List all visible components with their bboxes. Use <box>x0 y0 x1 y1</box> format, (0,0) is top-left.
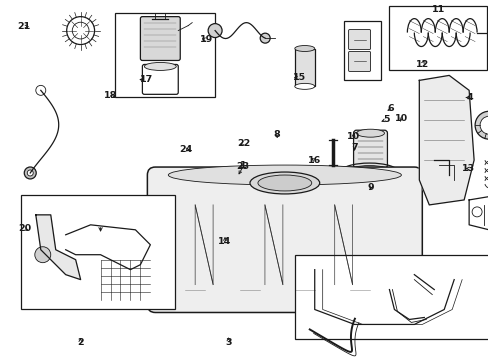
Text: 10: 10 <box>346 132 360 141</box>
Ellipse shape <box>294 45 314 51</box>
Ellipse shape <box>474 111 488 139</box>
Circle shape <box>208 24 222 37</box>
Bar <box>115 13 215 97</box>
Ellipse shape <box>258 175 311 191</box>
Text: 8: 8 <box>273 130 280 139</box>
Text: 14: 14 <box>218 237 231 246</box>
Ellipse shape <box>479 116 488 134</box>
Circle shape <box>27 170 33 176</box>
Bar <box>388 6 486 71</box>
Text: 3: 3 <box>224 338 231 347</box>
Ellipse shape <box>168 165 401 185</box>
Text: 5: 5 <box>382 115 389 124</box>
Text: 7: 7 <box>350 143 357 152</box>
Bar <box>343 21 381 80</box>
Text: 6: 6 <box>386 104 393 113</box>
FancyBboxPatch shape <box>347 314 361 324</box>
Text: 24: 24 <box>179 145 192 154</box>
Text: 16: 16 <box>307 156 321 165</box>
FancyBboxPatch shape <box>140 17 180 60</box>
Ellipse shape <box>356 129 384 137</box>
FancyBboxPatch shape <box>147 167 422 312</box>
Polygon shape <box>419 75 473 205</box>
Text: 23: 23 <box>236 162 248 171</box>
FancyBboxPatch shape <box>348 51 370 71</box>
Text: 9: 9 <box>367 183 374 192</box>
Text: 18: 18 <box>104 91 118 100</box>
Text: 21: 21 <box>18 22 31 31</box>
Bar <box>21 195 175 310</box>
Text: 20: 20 <box>18 224 31 233</box>
Text: 12: 12 <box>415 60 428 69</box>
Text: 4: 4 <box>465 93 472 102</box>
Circle shape <box>35 247 51 263</box>
Text: 2: 2 <box>77 338 83 347</box>
Ellipse shape <box>249 172 319 194</box>
Text: 11: 11 <box>431 5 444 14</box>
Bar <box>294 49 314 86</box>
Circle shape <box>24 167 36 179</box>
Text: 17: 17 <box>139 75 152 84</box>
FancyBboxPatch shape <box>302 324 316 334</box>
Ellipse shape <box>294 84 314 89</box>
Circle shape <box>260 33 269 43</box>
FancyBboxPatch shape <box>353 130 386 168</box>
FancyBboxPatch shape <box>142 64 178 94</box>
Text: 19: 19 <box>200 35 213 44</box>
FancyBboxPatch shape <box>348 30 370 50</box>
Text: 13: 13 <box>461 164 474 173</box>
Text: 10: 10 <box>394 114 407 123</box>
Polygon shape <box>36 215 81 280</box>
Bar <box>294 255 488 339</box>
Ellipse shape <box>144 62 176 71</box>
Text: 15: 15 <box>292 73 305 82</box>
Text: 1: 1 <box>240 161 246 170</box>
Text: 22: 22 <box>236 139 250 148</box>
